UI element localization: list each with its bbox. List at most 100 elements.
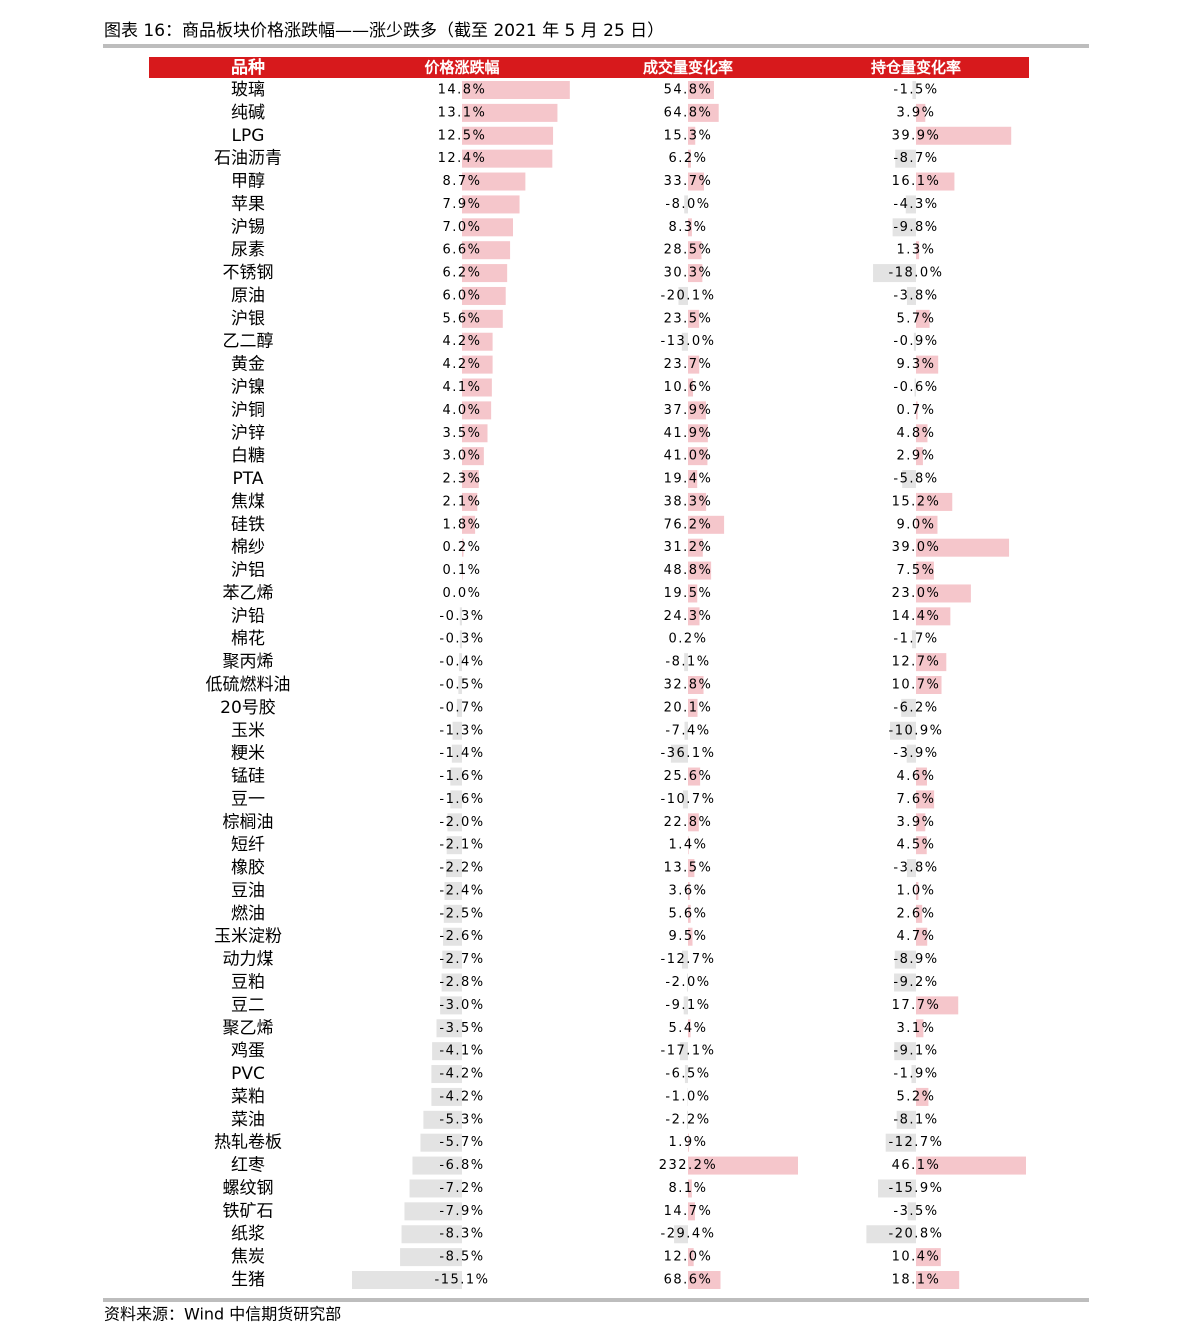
value-bar: [688, 881, 690, 900]
value-bar: [916, 881, 919, 900]
value-label: 23.5%: [664, 311, 713, 326]
value-bar: [684, 653, 688, 672]
value-bar: [462, 241, 511, 260]
value-bar: [674, 1225, 688, 1244]
value-label: 30.3%: [664, 266, 713, 281]
value-bar: [889, 721, 916, 740]
value-bar: [684, 1065, 688, 1084]
value-label: -20.8%: [889, 1227, 944, 1242]
commodity-name: 锰硅: [231, 767, 265, 787]
value-bar: [684, 195, 688, 214]
value-label: -3.8%: [893, 288, 938, 303]
value-label: -8.5%: [439, 1250, 484, 1265]
value-label: -9.1%: [665, 998, 710, 1013]
value-label: 46.1%: [892, 1158, 941, 1173]
value-bar: [688, 1133, 689, 1152]
value-bar: [688, 1202, 695, 1221]
value-label: -1.7%: [893, 632, 938, 647]
value-label: -8.7%: [893, 151, 938, 166]
value-label: 39.9%: [892, 128, 941, 143]
value-label: -5.7%: [439, 1135, 484, 1150]
value-label: 14.8%: [438, 83, 487, 98]
value-label: 2.9%: [896, 449, 935, 464]
value-bar: [916, 927, 928, 946]
value-label: 1.9%: [668, 1135, 707, 1150]
value-label: -1.6%: [439, 792, 484, 807]
value-label: -2.5%: [439, 906, 484, 921]
value-bar: [459, 607, 462, 626]
value-bar: [916, 1271, 960, 1289]
value-label: -15.1%: [435, 1273, 490, 1288]
value-bar: [462, 172, 526, 191]
value-bar: [916, 126, 1012, 145]
value-bar: [901, 698, 916, 717]
value-bar: [679, 1042, 688, 1061]
commodity-name: 20号胶: [220, 698, 276, 718]
value-bar: [916, 515, 938, 534]
value-label: -8.0%: [665, 197, 710, 212]
value-label: 68.6%: [664, 1273, 713, 1288]
value-label: 9.3%: [896, 357, 935, 372]
value-label: 22.8%: [664, 815, 713, 830]
value-label: -36.1%: [661, 746, 716, 761]
value-label: -9.8%: [893, 220, 938, 235]
value-label: 76.2%: [664, 517, 713, 532]
value-bar: [894, 1042, 916, 1061]
value-bar: [462, 81, 570, 99]
value-label: 6.0%: [442, 288, 481, 303]
commodity-name: 螺纹钢: [223, 1178, 274, 1198]
value-bar: [916, 790, 935, 809]
commodity-name: 沪镍: [231, 378, 265, 398]
value-bar: [906, 859, 916, 878]
commodity-name: 生猪: [231, 1270, 265, 1290]
column-header: 价格涨跌幅: [424, 59, 499, 77]
value-bar: [462, 264, 508, 283]
value-bar: [451, 744, 462, 763]
commodity-name: 聚丙烯: [223, 652, 274, 672]
value-bar: [916, 172, 955, 191]
value-bar: [442, 950, 462, 969]
commodity-name: 棕榈油: [223, 812, 274, 832]
value-label: -6.8%: [439, 1158, 484, 1173]
value-bar: [916, 1248, 941, 1267]
value-bar: [916, 904, 923, 923]
bottom-rule: [103, 1298, 1089, 1302]
value-label: 12.0%: [664, 1250, 713, 1265]
value-label: 7.5%: [896, 563, 935, 578]
value-bar: [352, 1271, 462, 1289]
value-label: -1.9%: [893, 1067, 938, 1082]
value-label: 4.2%: [442, 334, 481, 349]
column-header: 持仓量变化率: [871, 59, 961, 77]
value-label: 3.6%: [668, 883, 707, 898]
value-bar: [462, 126, 554, 145]
value-bar: [462, 218, 513, 237]
value-label: -4.3%: [893, 197, 938, 212]
commodity-name: 沪铅: [231, 606, 265, 626]
commodity-name: 原油: [231, 286, 265, 306]
value-label: 64.8%: [664, 105, 713, 120]
value-bar: [452, 721, 462, 740]
value-bar: [688, 1019, 691, 1038]
value-label: -2.1%: [439, 838, 484, 853]
value-label: 7.0%: [442, 220, 481, 235]
value-bar: [688, 927, 693, 946]
value-bar: [892, 218, 916, 237]
value-bar: [895, 149, 916, 168]
value-bar: [916, 538, 1010, 557]
value-bar: [450, 790, 462, 809]
value-label: 0.0%: [442, 586, 481, 601]
value-bar: [906, 286, 916, 305]
value-label: -4.1%: [439, 1044, 484, 1059]
value-bar: [688, 904, 691, 923]
value-bar: [443, 927, 462, 946]
value-label: 2.6%: [896, 906, 935, 921]
value-label: -1.6%: [439, 769, 484, 784]
value-label: 6.6%: [442, 243, 481, 258]
value-bar: [914, 378, 916, 397]
value-label: 23.7%: [664, 357, 713, 372]
value-bar: [688, 424, 708, 443]
value-label: -2.2%: [439, 861, 484, 876]
value-bar: [688, 218, 692, 237]
commodity-name: 短纤: [231, 835, 265, 855]
